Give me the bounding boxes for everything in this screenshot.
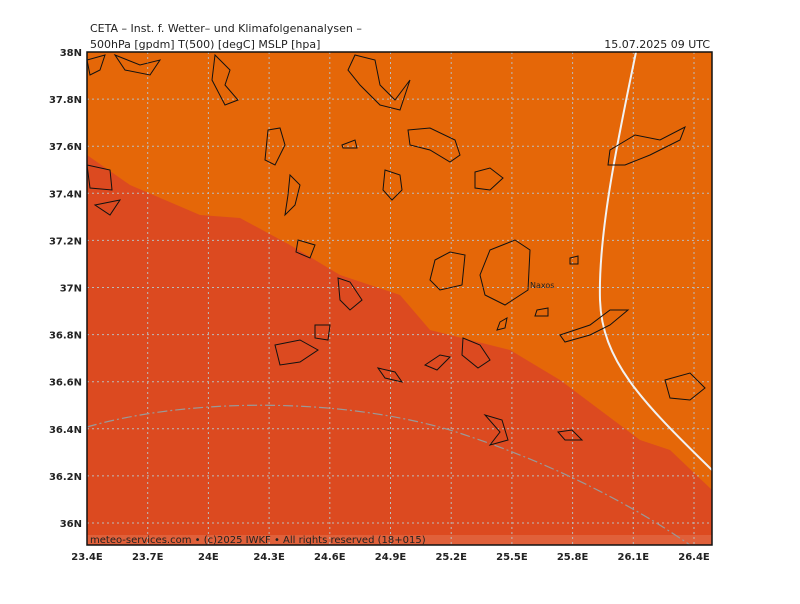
lat-label: 37.4N xyxy=(49,189,82,200)
header-title: CETA – Inst. f. Wetter– und Klimafolgena… xyxy=(90,22,362,35)
header-datetime: 15.07.2025 09 UTC xyxy=(604,38,710,51)
lon-label: 24.3E xyxy=(253,552,285,563)
lat-label: 36.6N xyxy=(49,378,82,389)
lon-label: 24.6E xyxy=(314,552,346,563)
lat-label: 36N xyxy=(60,519,82,530)
isohypse xyxy=(87,404,691,545)
footer-band xyxy=(87,535,712,545)
lat-label: 36.8N xyxy=(49,331,82,342)
lon-label: 23.4E xyxy=(71,552,103,563)
lat-label: 36.2N xyxy=(49,472,82,483)
lat-label: 38N xyxy=(60,48,82,59)
lon-label: 26.1E xyxy=(618,552,650,563)
axis-labels: 38N 37.8N 37.6N 37.4N 37.2N 37N 36.8N 36.6N 36.4… xyxy=(49,48,710,563)
map-area: Naxos Athens xyxy=(87,52,712,545)
coastlines xyxy=(87,53,706,446)
cooler-zone xyxy=(87,155,712,545)
lat-label: 37.2N xyxy=(49,236,82,247)
grid xyxy=(87,52,712,545)
lat-label: 37.6N xyxy=(49,142,82,153)
place-label: Naxos xyxy=(530,281,554,290)
lat-label: 37.8N xyxy=(49,95,82,106)
isobar xyxy=(598,52,712,471)
lon-label: 24E xyxy=(198,552,219,563)
header-subtitle: 500hPa [gpdm] T(500) [degC] MSLP [hpa] xyxy=(90,38,320,51)
plot-frame xyxy=(86,51,713,546)
lon-label: 25.5E xyxy=(496,552,528,563)
footer-text: meteo-services.com • (c)2025 IWKF • All … xyxy=(90,535,426,546)
lon-label: 25.2E xyxy=(435,552,467,563)
lon-label: 24.9E xyxy=(375,552,407,563)
lat-label: 37N xyxy=(60,284,82,295)
lon-label: 26.4E xyxy=(678,552,710,563)
lon-label: 25.8E xyxy=(557,552,589,563)
lon-label: 23.7E xyxy=(132,552,164,563)
lat-label: 36.4N xyxy=(49,425,82,436)
